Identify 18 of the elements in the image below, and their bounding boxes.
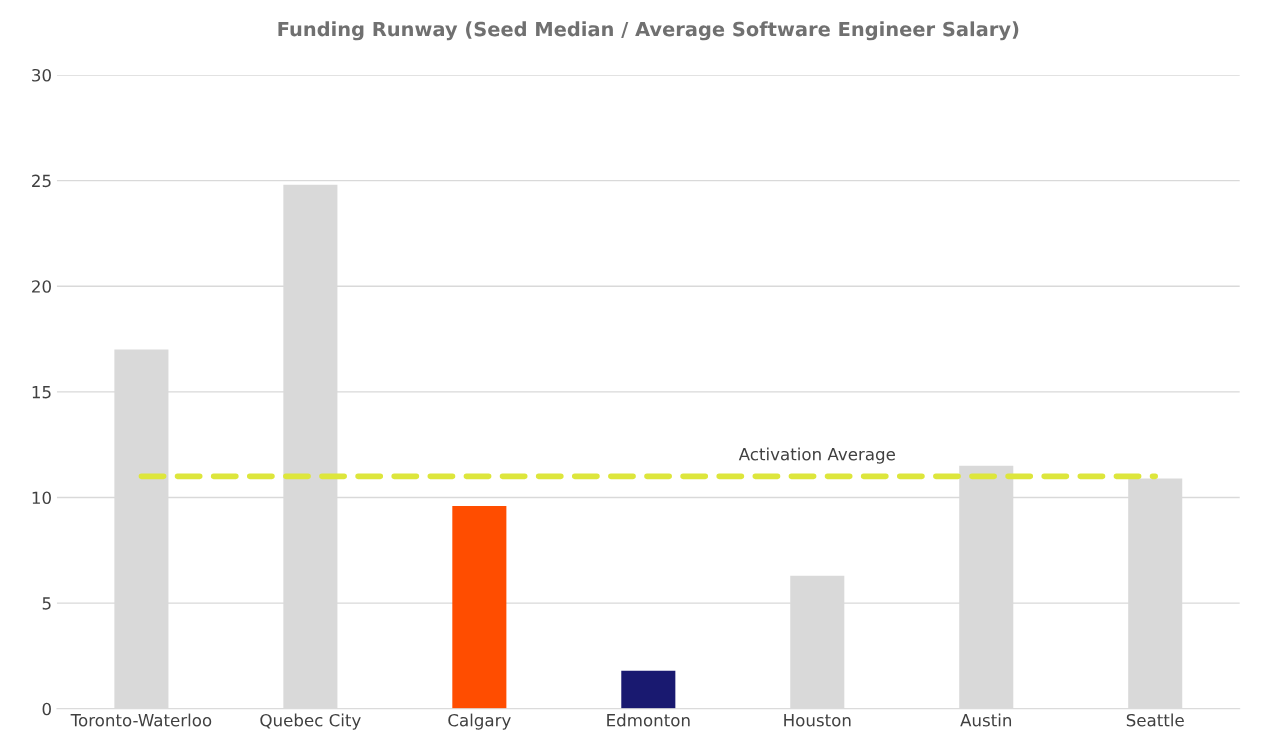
x-tick-label: Quebec City: [260, 713, 361, 730]
x-tick-label: Edmonton: [607, 713, 690, 727]
chart-title: Funding Runway (Seed Median / Average Software Engineer Salary): [278, 21, 1019, 41]
y-tick-label: 20: [32, 280, 51, 293]
x-tick-label: Austin: [960, 713, 1012, 727]
y-tick-label: 5: [42, 597, 51, 610]
ref-line-label: Activation Average: [738, 447, 895, 464]
bar: [452, 505, 507, 709]
y-tick-label: 30: [32, 68, 51, 82]
y-tick-label: 10: [32, 491, 51, 505]
x-tick-label: Seattle: [1126, 713, 1184, 727]
y-tick-label: 25: [32, 174, 51, 188]
bar: [621, 670, 676, 709]
x-tick-label: Toronto-Waterloo: [70, 713, 212, 727]
x-tick-label: Houston: [784, 714, 851, 727]
x-tick-label: Calgary: [448, 713, 511, 730]
y-tick-label: 0: [42, 702, 51, 716]
y-tick-label: 15: [32, 386, 51, 399]
